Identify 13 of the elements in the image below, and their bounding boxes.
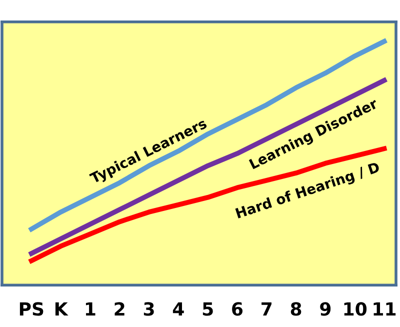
x-tick-label: PS: [20, 302, 44, 316]
x-tick-label: 3: [144, 302, 154, 316]
x-tick-label: 6: [232, 302, 243, 316]
x-tick-label: 9: [320, 302, 331, 316]
x-tick-label: 1: [86, 302, 96, 316]
x-tick-label: 10: [344, 302, 367, 316]
x-tick-label: 7: [262, 302, 272, 316]
x-tick-label: K: [55, 302, 68, 316]
x-tick-label: 11: [374, 302, 396, 316]
x-tick-label: 8: [290, 302, 302, 316]
x-tick-label: 4: [172, 302, 184, 316]
x-tick-label: 2: [114, 302, 124, 316]
x-tick-label: 5: [202, 302, 213, 316]
